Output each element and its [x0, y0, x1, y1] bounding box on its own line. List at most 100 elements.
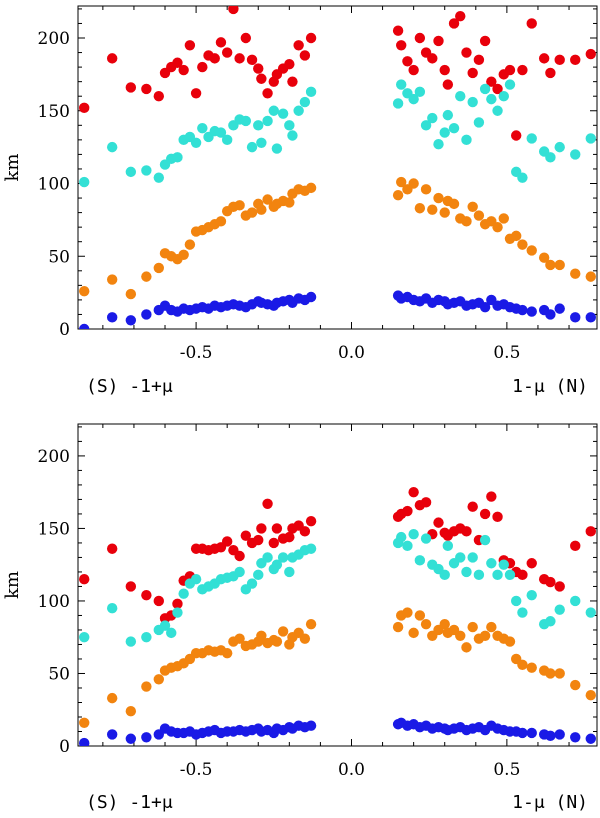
point-red [526, 18, 537, 29]
point-red [433, 35, 444, 47]
point-cyan [190, 137, 202, 148]
point-cyan [554, 141, 565, 153]
point-cyan [545, 616, 556, 627]
y-axis-title: km [2, 154, 23, 182]
point-red [554, 581, 565, 592]
point-red [392, 25, 404, 36]
point-cyan [287, 130, 298, 141]
point-red [184, 40, 196, 51]
y-tick-label: 100 [38, 175, 70, 195]
point-red [486, 76, 497, 87]
point-cyan [277, 108, 289, 119]
point-cyan [498, 91, 509, 102]
point-red [125, 82, 137, 93]
y-tick-label: 150 [38, 102, 70, 122]
point-cyan [215, 127, 227, 138]
point-cyan [408, 93, 419, 105]
point-orange [256, 630, 267, 641]
y-tick-label: 50 [48, 664, 70, 684]
point-cyan [79, 176, 90, 188]
point-orange [467, 621, 478, 633]
point-red [420, 497, 432, 508]
point-cyan [392, 98, 404, 109]
point-cyan [504, 569, 516, 581]
point-red [234, 53, 245, 64]
point-red [234, 550, 245, 562]
point-cyan [517, 172, 528, 183]
point-cyan [262, 115, 273, 127]
point-red [486, 491, 497, 502]
y-axis-title: km [2, 571, 23, 599]
point-orange [433, 192, 444, 204]
point-orange [402, 607, 413, 618]
point-red [253, 534, 264, 546]
point-orange [554, 668, 565, 679]
point-cyan [526, 589, 537, 601]
point-orange [570, 268, 581, 279]
point-cyan [517, 607, 528, 618]
point-cyan [554, 604, 565, 615]
point-orange [215, 216, 227, 227]
point-cyan [190, 573, 202, 585]
point-red [153, 91, 165, 102]
point-cyan [467, 552, 478, 563]
point-cyan [240, 115, 252, 127]
point-red [545, 67, 556, 79]
point-red [504, 64, 516, 76]
point-cyan [510, 595, 522, 607]
point-cyan [473, 569, 485, 581]
point-blue [106, 312, 118, 323]
point-orange [396, 176, 407, 188]
x-center-label: 0.0 [338, 760, 365, 780]
plot-frame [77, 423, 598, 747]
x-tick-label: -0.5 [180, 760, 213, 780]
point-red [461, 47, 472, 58]
point-red [554, 54, 565, 66]
point-orange [221, 647, 233, 659]
point-orange [271, 636, 283, 647]
point-orange [392, 189, 404, 201]
point-cyan [178, 588, 189, 599]
point-orange [439, 618, 450, 630]
point-cyan [442, 109, 454, 121]
point-red [172, 598, 183, 610]
point-blue [545, 730, 556, 742]
point-blue [305, 720, 317, 731]
point-cyan [246, 141, 258, 153]
point-cyan [408, 529, 419, 540]
point-red [268, 537, 279, 549]
point-red [442, 79, 454, 90]
bottom-panel: 0 50 100 150 200 -0.5 0.5 0.0 km (S) -1+μ 1-μ (N) [2, 423, 598, 813]
point-cyan [461, 134, 472, 146]
point-red [209, 53, 220, 64]
point-cyan [159, 620, 171, 631]
point-blue [554, 729, 565, 740]
point-cyan [141, 632, 152, 643]
point-orange [234, 633, 245, 644]
point-orange [510, 230, 522, 242]
point-orange [486, 621, 497, 633]
point-cyan [141, 165, 152, 176]
point-orange [498, 213, 509, 224]
point-cyan [396, 531, 407, 543]
point-orange [461, 642, 472, 653]
y-tick-label: 0 [59, 737, 70, 757]
point-red [215, 37, 227, 48]
point-blue [554, 303, 565, 314]
point-red [479, 508, 491, 520]
point-red [402, 56, 413, 67]
point-orange [408, 627, 419, 639]
point-cyan [284, 120, 295, 131]
point-blue [79, 323, 90, 329]
point-blue [585, 733, 596, 744]
point-orange [545, 259, 556, 271]
point-red [246, 54, 258, 66]
point-blue [545, 309, 556, 320]
point-red [492, 511, 503, 523]
point-red [433, 517, 444, 528]
south-label: (S) -1+μ [86, 792, 173, 813]
point-cyan [498, 559, 509, 570]
point-orange [262, 194, 273, 205]
point-cyan [473, 117, 485, 128]
point-red [299, 50, 311, 61]
